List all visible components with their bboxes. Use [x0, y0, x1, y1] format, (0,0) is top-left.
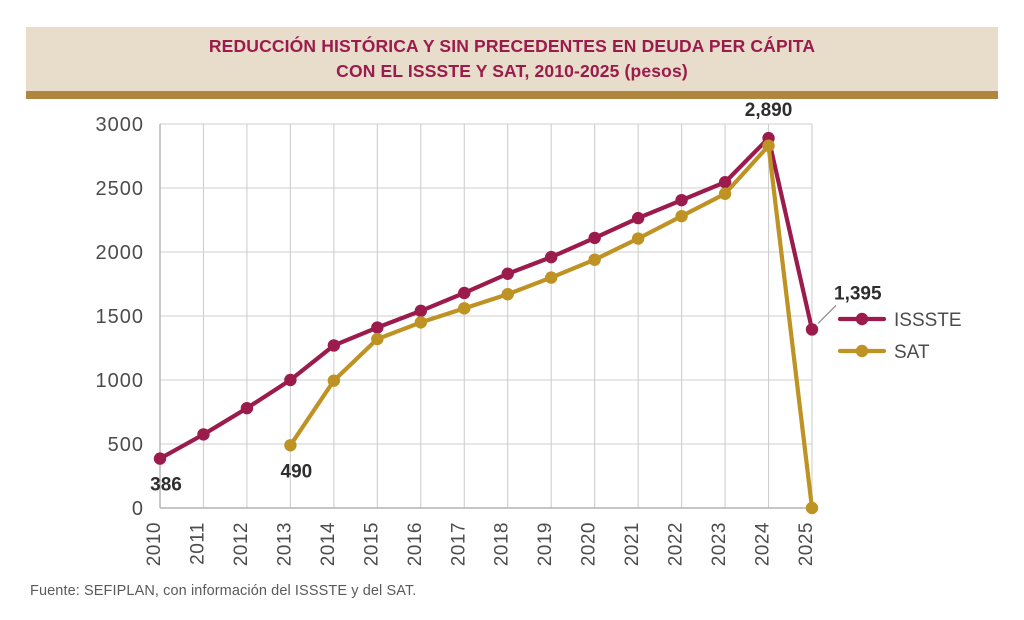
gridlines-group: [159, 123, 813, 509]
data-point-marker: [501, 267, 514, 280]
data-point-marker: [631, 211, 645, 225]
x-axis-tick-label: 2021: [622, 522, 643, 566]
data-point-marker: [675, 193, 688, 207]
data-point-marker: [197, 428, 210, 441]
data-label-1395: 1,395: [834, 283, 882, 304]
annotation-leader-line: [817, 305, 837, 324]
data-point-marker: [284, 373, 297, 387]
x-axis-tick-labels: 2010 2011 2012 2013 2014 2015 2016 2017 2018 2019…: [144, 522, 817, 566]
page-title-line-2: CON EL ISSSTE Y SAT, 2010-2025 (pesos): [336, 61, 688, 81]
data-point-marker: [371, 332, 384, 346]
x-axis-tick-label: 2013: [274, 522, 295, 566]
x-axis-tick-label: 2015: [361, 522, 382, 566]
title-banner: REDUCCIÓN HISTÓRICA Y SIN PRECEDENTES EN…: [26, 27, 998, 91]
data-point-marker: [371, 321, 384, 334]
data-point-marker: [240, 401, 254, 415]
x-axis-tick-label: 2011: [187, 522, 208, 565]
data-label-2890: 2,890: [745, 100, 793, 121]
data-point-marker: [588, 231, 601, 245]
x-axis-tick-label: 2018: [492, 522, 513, 566]
data-point-marker: [545, 271, 558, 284]
y-axis-tick-labels: 0 500 1000 1500 2000 2500 3000: [96, 114, 145, 520]
x-axis-tick-label: 2014: [318, 522, 339, 566]
data-point-marker: [805, 501, 819, 515]
y-axis-tick-label: 500: [108, 434, 144, 456]
data-label-490: 490: [281, 461, 313, 482]
data-point-marker: [588, 253, 601, 266]
data-label-386: 386: [150, 475, 182, 496]
chart-legend: ISSSTE SAT: [837, 310, 962, 363]
axes-group: [159, 124, 812, 509]
data-point-marker: [501, 288, 514, 301]
data-point-marker: [327, 339, 341, 352]
y-axis-tick-label: 1000: [96, 370, 145, 392]
data-point-marker: [805, 323, 819, 336]
legend-label-issste[interactable]: ISSSTE: [894, 310, 962, 331]
x-axis-tick-label: 2023: [709, 522, 730, 566]
y-axis-tick-label: 2000: [96, 242, 145, 264]
x-axis-tick-label: 2012: [231, 522, 252, 566]
x-axis-tick-label: 2020: [579, 522, 600, 566]
chart-container: 0 500 1000 1500 2000 2500 3000 2010 2011 2012 201…: [0, 99, 1024, 569]
data-point-marker: [718, 187, 732, 200]
y-axis-tick-label: 1500: [96, 306, 145, 328]
legend-swatch-marker-issste: [855, 312, 869, 326]
x-axis-tick-label: 2016: [405, 522, 426, 566]
data-point-marker: [762, 139, 775, 152]
data-point-marker: [458, 302, 471, 315]
data-point-marker: [718, 176, 732, 189]
x-axis-tick-label: 2022: [666, 522, 687, 566]
title-underline-bar: [26, 91, 998, 99]
data-series-group: [153, 131, 819, 515]
data-point-marker: [153, 452, 167, 465]
data-labels-group: 386 490 2,890 1,395: [150, 100, 882, 496]
legend-swatch-marker-sat: [855, 344, 869, 358]
y-axis-tick-label: 2500: [96, 178, 145, 200]
x-axis-tick-label: 2019: [535, 522, 556, 566]
x-axis-tick-label: 2010: [144, 522, 165, 566]
x-axis-tick-label: 2017: [448, 522, 469, 566]
x-axis-tick-label: 2025: [796, 522, 817, 566]
series-line-issste: [157, 135, 815, 461]
legend-label-sat[interactable]: SAT: [894, 342, 930, 363]
data-point-marker: [414, 316, 427, 329]
source-note: Fuente: SEFIPLAN, con información del IS…: [30, 583, 417, 599]
data-point-marker: [327, 374, 341, 387]
page-title-line-1: REDUCCIÓN HISTÓRICA Y SIN PRECEDENTES EN…: [208, 35, 816, 56]
data-point-marker: [631, 232, 645, 245]
y-axis-tick-label: 0: [132, 498, 144, 520]
data-point-marker: [284, 439, 297, 452]
data-point-marker: [675, 209, 688, 223]
y-axis-tick-label: 3000: [96, 114, 145, 136]
data-point-marker: [545, 250, 558, 264]
data-point-marker: [458, 286, 471, 300]
x-axis-tick-label: 2024: [753, 522, 774, 566]
data-point-marker: [414, 304, 427, 318]
